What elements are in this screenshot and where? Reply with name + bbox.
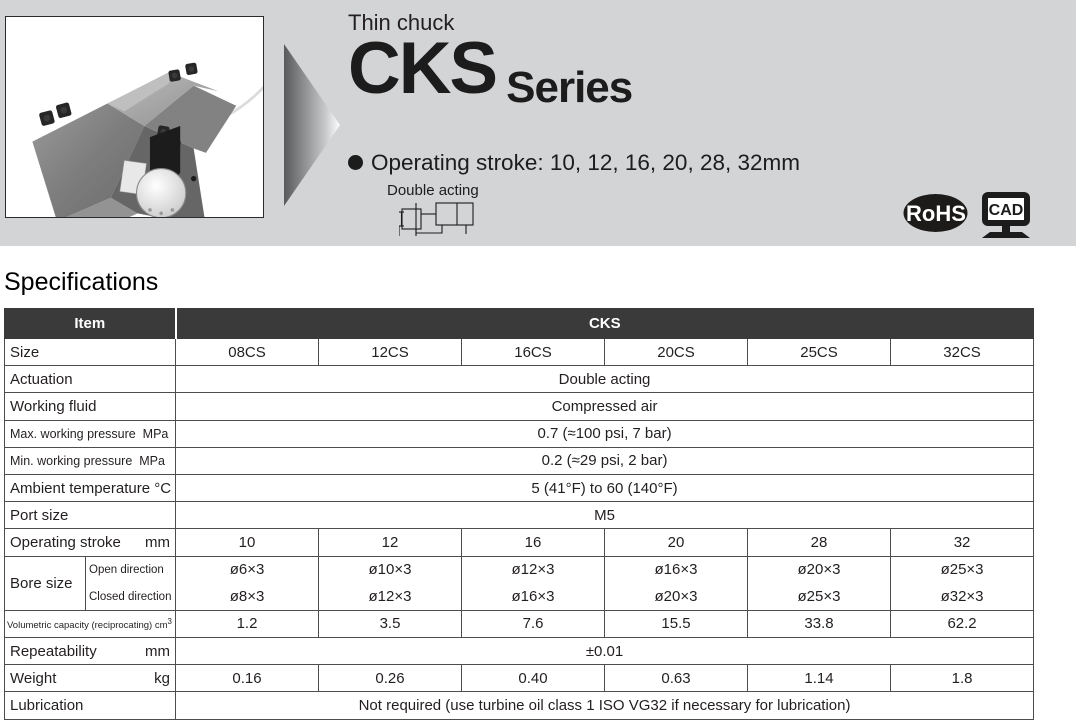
svg-text:RoHS: RoHS	[906, 201, 966, 226]
svg-text:CAD: CAD	[989, 202, 1024, 219]
